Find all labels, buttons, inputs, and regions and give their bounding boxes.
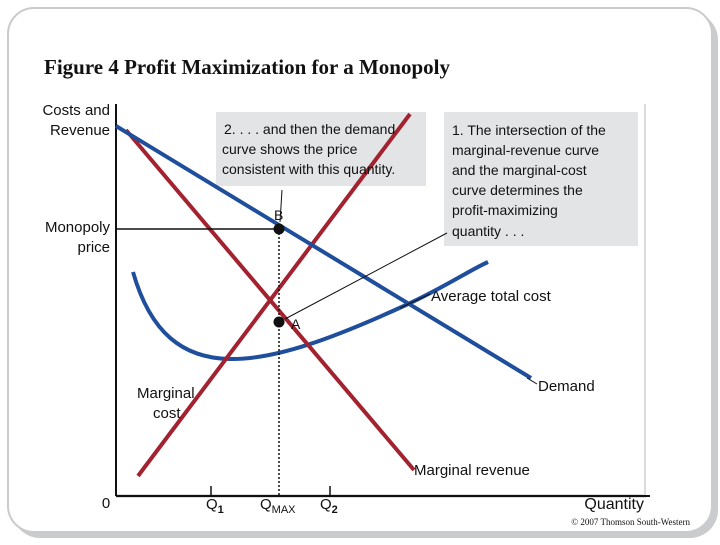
copyright: © 2007 Thomson South-Western [571, 517, 690, 527]
demand-callout-box [216, 112, 426, 186]
figure-title: Figure 4 Profit Maximization for a Monop… [44, 55, 450, 79]
mr-label: Marginal revenue [414, 462, 530, 479]
marginal-cost-curve [136, 112, 412, 478]
mc-label-line1: Marginal [137, 385, 195, 402]
point-b-label: B [274, 207, 283, 223]
tick-label-q1: Q1 [206, 496, 224, 516]
point-a [273, 316, 285, 328]
intersection-callout-line: 1. The intersection of the [452, 122, 606, 138]
mc-label-line2: cost [153, 405, 181, 422]
intersection-callout-line: curve determines the [452, 182, 583, 198]
origin-label: 0 [102, 495, 110, 512]
point-a-label: A [291, 316, 301, 332]
intersection-callout-line: and the marginal-cost [452, 162, 587, 178]
demand-label-arrow [526, 377, 538, 385]
demand-callout-text: 2. . . . and then the demand curve shows… [222, 121, 395, 177]
x-axis-label: Quantity [584, 496, 644, 513]
average-total-cost-curve [131, 260, 489, 361]
tick-label-q2: Q2 [320, 496, 338, 516]
demand-callout-line: 2. . . . and then the demand [224, 121, 395, 137]
tick-label-qmax: QMAX [260, 496, 296, 516]
demand-callout-line: curve shows the price [222, 141, 358, 157]
intersection-callout-box [444, 112, 638, 246]
demand-callout-line: consistent with this quantity. [222, 161, 395, 177]
monopoly-price-label-line1: Monopoly [45, 219, 111, 236]
intersection-callout-line: profit-maximizing [452, 202, 558, 218]
callout-1-arrow [284, 232, 448, 320]
intersection-callout-text: 1. The intersection of the marginal-reve… [452, 122, 606, 239]
intersection-callout-line: marginal-revenue curve [452, 142, 599, 158]
y-axis-label-line2: Revenue [50, 122, 110, 139]
y-axis-label-line1: Costs and [42, 102, 110, 119]
point-b [273, 223, 285, 235]
demand-label: Demand [538, 378, 595, 395]
atc-label-arrow [399, 293, 431, 309]
atc-label: Average total cost [431, 288, 552, 305]
demand-curve [114, 124, 533, 380]
intersection-callout-line: quantity . . . [452, 223, 524, 239]
monopoly-price-label-line2: price [77, 239, 110, 256]
callout-2-arrow [279, 189, 283, 223]
